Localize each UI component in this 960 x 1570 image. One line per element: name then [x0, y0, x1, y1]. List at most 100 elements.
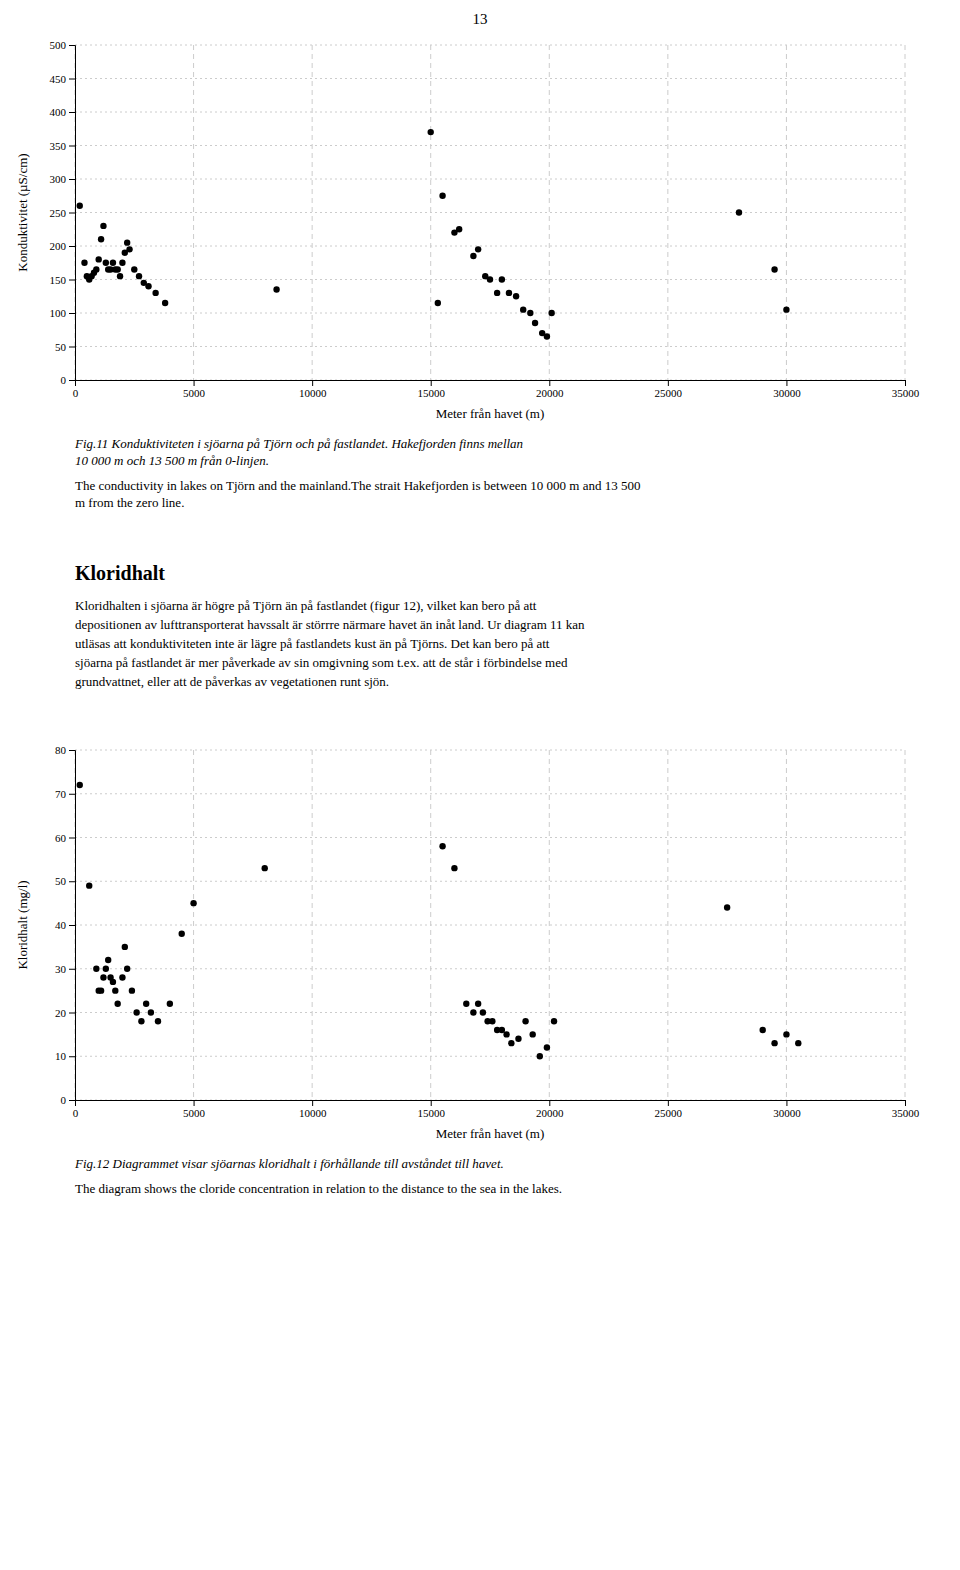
grid-line-y [75, 179, 905, 180]
point [771, 266, 777, 272]
x-axis-title: Meter från havet (m) [436, 1126, 545, 1141]
tick-mark [69, 380, 75, 381]
caption-italic: Fig.12 Diagrammet visar sjöarnas kloridh… [74, 1156, 504, 1171]
point [96, 256, 102, 262]
section-text: depositionen av lufttransporterat havssa… [75, 617, 585, 632]
grid-line-y [75, 881, 905, 882]
tick-mark [69, 794, 75, 795]
tick-mark [312, 380, 313, 386]
tick-mark [69, 280, 75, 281]
x-axis: 05000100001500020000250003000035000 [73, 1100, 920, 1119]
tick-mark [69, 838, 75, 839]
tick-label: 30000 [773, 387, 801, 399]
page: 1305000100001500020000250003000035000050… [0, 0, 960, 1570]
point [475, 1001, 481, 1007]
point [503, 1031, 509, 1037]
point [126, 246, 132, 252]
chart: 0500010000150002000025000300003500005010… [15, 39, 920, 421]
point [162, 300, 168, 306]
point [544, 1044, 550, 1050]
tick-label: 0 [61, 1094, 67, 1106]
point [98, 987, 104, 993]
point [93, 966, 99, 972]
tick-mark [549, 1100, 550, 1106]
grid-line-x [786, 45, 787, 380]
tick: 0 [61, 374, 76, 386]
axis-line [69, 751, 76, 1101]
tick: 30000 [773, 1100, 801, 1119]
tick-label: 25000 [655, 1107, 683, 1119]
section-text: utläsas att konduktiviteten inte är lägr… [75, 636, 550, 651]
tick-mark [69, 313, 75, 314]
point [93, 266, 99, 272]
grid-line-x [430, 750, 431, 1100]
point [110, 979, 116, 985]
grid-line-y [75, 78, 905, 79]
point [506, 290, 512, 296]
grid-line-x [905, 750, 906, 1100]
point [456, 226, 462, 232]
section-text: grundvattnet, eller att de påverkas av v… [75, 674, 389, 689]
tick-mark [69, 246, 75, 247]
grid-line-y [75, 112, 905, 113]
tick: 80 [55, 744, 75, 756]
tick-mark [69, 750, 75, 751]
point [112, 987, 118, 993]
axis-line [69, 46, 76, 381]
grid-line-x [667, 45, 668, 380]
tick-mark [69, 1056, 75, 1057]
caption-line: The conductivity in lakes on Tjörn and t… [75, 478, 640, 493]
point [103, 260, 109, 266]
tick: 400 [50, 106, 76, 118]
tick-label: 60 [55, 832, 67, 844]
point [122, 944, 128, 950]
point [110, 260, 116, 266]
point [724, 904, 730, 910]
point [537, 1053, 543, 1059]
tick: 35000 [892, 380, 920, 399]
point [463, 1001, 469, 1007]
point [114, 266, 120, 272]
point [783, 1031, 789, 1037]
point [119, 260, 125, 266]
tick-mark [69, 969, 75, 970]
tick-mark [786, 380, 787, 386]
grid-line-y [75, 793, 905, 794]
point [760, 1027, 766, 1033]
point [179, 931, 185, 937]
y-axis: 01020304050607080 [55, 744, 76, 1106]
tick: 300 [50, 173, 76, 185]
y-axis: 050100150200250300350400450500 [50, 39, 76, 386]
tick-mark [69, 1100, 75, 1101]
point [736, 209, 742, 215]
tick-label: 25000 [655, 387, 683, 399]
tick: 10000 [299, 380, 327, 399]
point [98, 236, 104, 242]
grid-line-y [75, 925, 905, 926]
tick-label: 20000 [536, 1107, 564, 1119]
grid-line-x [667, 750, 668, 1100]
tick: 15000 [417, 1100, 445, 1119]
point [119, 974, 125, 980]
tick: 10 [55, 1050, 75, 1062]
grid-line-x [549, 45, 550, 380]
tick-label: 450 [50, 73, 67, 85]
point [129, 987, 135, 993]
point [508, 1040, 514, 1046]
tick-mark [69, 1013, 75, 1014]
tick: 20000 [536, 380, 564, 399]
tick-mark [194, 380, 195, 386]
tick: 450 [50, 73, 76, 85]
grid-line-y [75, 246, 905, 247]
points [77, 129, 790, 340]
grid-line-y [75, 837, 905, 838]
tick-label: 500 [50, 39, 67, 51]
tick-mark [905, 380, 906, 386]
point [783, 306, 789, 312]
tick: 30000 [773, 380, 801, 399]
tick: 150 [50, 274, 76, 286]
grid [75, 750, 905, 1100]
grid-line-y [75, 212, 905, 213]
point [795, 1040, 801, 1046]
caption-italic: Fig.11 Konduktiviteten i sjöarna på Tjör… [74, 436, 523, 468]
